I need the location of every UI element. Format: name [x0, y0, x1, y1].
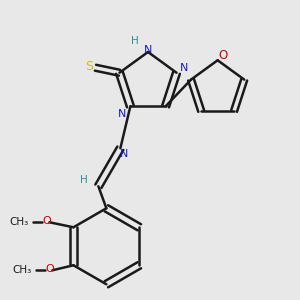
Text: N: N [120, 149, 129, 159]
Text: H: H [131, 36, 139, 46]
Text: N: N [144, 45, 152, 55]
Text: O: O [42, 216, 51, 226]
Text: O: O [218, 49, 227, 62]
Text: CH₃: CH₃ [13, 265, 32, 275]
Text: O: O [45, 264, 54, 274]
Text: CH₃: CH₃ [10, 217, 29, 227]
Text: S: S [85, 60, 94, 73]
Text: H: H [80, 175, 88, 185]
Text: N: N [180, 63, 189, 73]
Text: N: N [118, 109, 127, 119]
